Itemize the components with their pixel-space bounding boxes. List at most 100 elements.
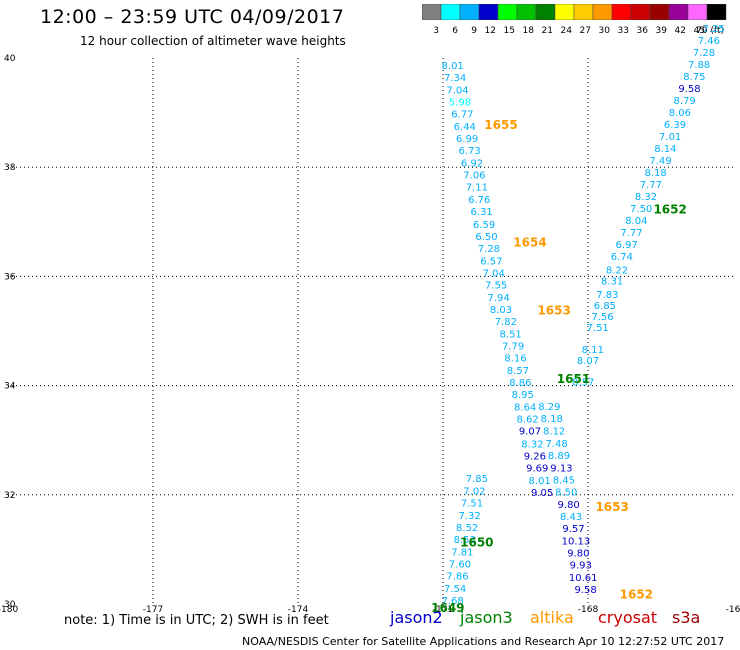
wave-height-label: 6.44 [454, 122, 476, 133]
wave-height-label: 6.57 [480, 256, 502, 267]
y-tick-label: 36 [4, 272, 16, 282]
time-label: 1649 [431, 601, 464, 612]
wave-height-label: 6.85 [594, 301, 616, 312]
scale-label: 39 [656, 26, 668, 36]
color-scale-bar [422, 4, 727, 20]
wave-height-label: 7.68 [442, 596, 464, 607]
wave-height-label: 7.56 [591, 312, 613, 323]
legend-note: note: 1) Time is in UTC; 2) SWH is in fe… [64, 613, 329, 628]
wave-height-label: 9.57 [562, 524, 584, 535]
wave-height-label: 7.54 [444, 584, 466, 595]
y-tick-label: 34 [4, 382, 16, 392]
wave-height-label: 7.83 [596, 290, 618, 301]
wave-height-label: 8.89 [548, 451, 570, 462]
wave-height-label: 8.52 [456, 523, 478, 534]
wave-height-label: 8.75 [683, 72, 705, 83]
legend-jason2: jason2 [390, 608, 443, 627]
wave-height-label: 8.43 [560, 512, 582, 523]
wave-height-label: 9.80 [567, 548, 589, 559]
scale-label: 24 [561, 26, 573, 36]
wave-height-label: 7.60 [449, 559, 471, 570]
wave-height-label: 8.51 [500, 330, 522, 341]
scale-label: 70 (ft) [696, 26, 724, 36]
wave-height-label: 7.04 [483, 268, 505, 279]
wave-height-label: 7.02 [463, 486, 485, 497]
scale-label: 9 [471, 26, 477, 36]
wave-height-label: 7.04 [446, 85, 468, 96]
legend-altika: altika [530, 608, 574, 627]
wave-height-label: 6.50 [475, 232, 497, 243]
wave-height-label: 8.86 [509, 378, 531, 389]
x-tick-label: -174 [288, 605, 309, 612]
wave-height-label: 7.28 [693, 48, 715, 59]
scale-label: 42 [675, 26, 686, 36]
wave-height-label: 8.79 [674, 96, 696, 107]
wave-height-label: 7.25 [703, 24, 725, 35]
wave-height-label: 8.18 [541, 414, 563, 425]
scale-label: 30 [599, 26, 611, 36]
scale-label: 12 [485, 26, 496, 36]
wave-height-label: 7.28 [478, 244, 500, 255]
wave-height-label: 6.31 [471, 207, 493, 218]
time-label: 1653 [595, 500, 628, 514]
scale-label: 27 [580, 26, 591, 36]
wave-height-label: 9.58 [574, 585, 596, 596]
wave-height-label: 9.58 [678, 84, 700, 95]
x-tick-label: -16 [726, 605, 740, 612]
wave-height-label: 6.76 [468, 195, 490, 206]
legend-jason3: jason3 [460, 608, 513, 627]
scale-label: 36 [637, 26, 649, 36]
wave-height-label: 7.85 [466, 474, 488, 485]
page-subtitle: 12 hour collection of altimeter wave hei… [80, 34, 346, 48]
scale-label: 3 [433, 26, 439, 36]
wave-height-label: 7.01 [659, 132, 681, 143]
scale-swatch [706, 4, 727, 20]
wave-height-label: 8.62 [516, 415, 538, 426]
wave-height-label: 6.39 [664, 120, 686, 131]
scale-label: 18 [523, 26, 535, 36]
footer-timestamp: Apr 10 12:27:52 UTC 2017 [578, 635, 725, 648]
wave-height-label: 7.50 [630, 204, 652, 215]
wave-height-label: 10.13 [562, 536, 591, 547]
x-tick-label: -177 [143, 605, 163, 612]
wave-height-label: 8.57 [507, 366, 529, 377]
wave-height-label: 8.01 [442, 61, 464, 72]
time-label: 1651 [557, 372, 590, 386]
wave-height-label: 9.80 [558, 500, 580, 511]
wave-height-label: 8.16 [504, 354, 526, 365]
wave-height-label: 8.06 [669, 108, 691, 119]
time-label: 1653 [537, 304, 570, 318]
wave-height-label: 7.32 [458, 511, 480, 522]
x-tick-label: -171 [433, 605, 453, 612]
wave-height-label: 8.14 [654, 144, 676, 155]
time-label: 1654 [513, 235, 546, 249]
legend-s3a: s3a [672, 608, 701, 627]
wave-height-label: 7.86 [446, 571, 468, 582]
time-label: 1652 [653, 203, 686, 217]
wave-height-label: 9.93 [570, 561, 592, 572]
wave-height-label: 7.82 [495, 317, 517, 328]
wave-height-label: 10.61 [569, 573, 598, 584]
wave-height-label: 8.32 [635, 192, 657, 203]
wave-height-label: 8.57 [572, 378, 594, 389]
wave-height-label: 8.31 [601, 277, 623, 288]
wave-height-label: 8.04 [625, 216, 647, 227]
wave-height-label: 8.45 [553, 475, 575, 486]
wave-height-label: 8.50 [555, 487, 577, 498]
wave-height-label: 9.05 [531, 488, 553, 499]
wave-height-label: 6.74 [611, 252, 633, 263]
wave-height-label: 9.07 [519, 427, 541, 438]
wave-height-label: 7.79 [502, 342, 524, 353]
time-label: 1652 [620, 588, 653, 602]
time-label: 1655 [484, 118, 517, 132]
scale-label: 21 [542, 26, 553, 36]
wave-height-label: 7.77 [620, 228, 642, 239]
wave-height-label: 7.51 [587, 323, 609, 334]
wave-height-label: 8.64 [514, 403, 536, 414]
wave-height-label: 9.26 [524, 451, 546, 462]
wave-height-label: 8.22 [606, 266, 628, 277]
wave-height-label: 9.69 [526, 463, 548, 474]
wave-height-label: 8.11 [582, 345, 604, 356]
wave-height-label: 8.01 [529, 476, 551, 487]
